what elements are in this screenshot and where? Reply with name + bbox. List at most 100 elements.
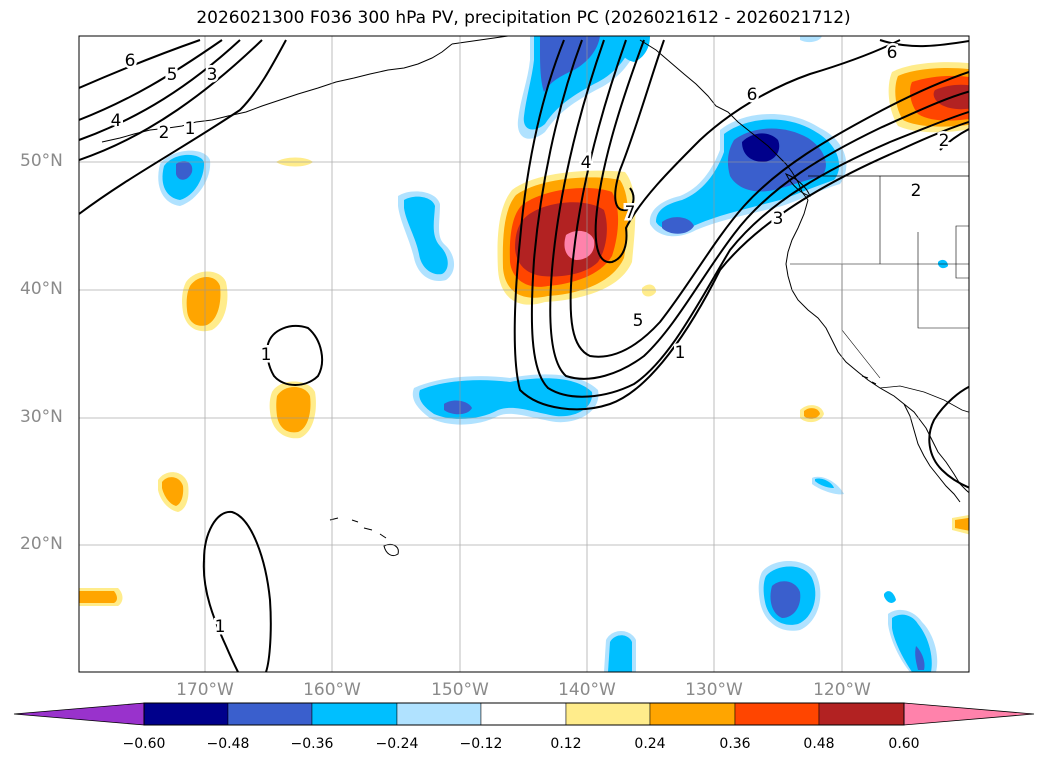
pv-contour: [549, 39, 969, 380]
precip-negative-blob: [444, 400, 472, 415]
contour-label: 5: [633, 311, 644, 331]
longitude-label: 120°W: [813, 680, 871, 700]
colorbar-extend-high: [903, 702, 1035, 726]
contour-label: 3: [773, 209, 784, 229]
longitude-label: 160°W: [303, 680, 361, 700]
longitude-label: 170°W: [176, 680, 234, 700]
pv-contour: [569, 39, 969, 358]
colorbar-tick: 0.48: [803, 736, 835, 752]
latitude-label: 30°N: [20, 407, 63, 427]
precip-negative-blob: [884, 591, 896, 603]
colorbar-segment: [143, 702, 229, 726]
alaska-peninsula: [451, 36, 509, 45]
longitude-label: 130°W: [685, 680, 743, 700]
contour-label: 2: [159, 123, 170, 143]
latitude-label: 40°N: [20, 279, 63, 299]
contour-label: 3: [207, 65, 218, 85]
precip-positive-blob: [276, 387, 311, 433]
map-title: 2026021300 F036 300 hPa PV, precipitatio…: [196, 8, 851, 28]
precip-negative-blob: [815, 478, 834, 488]
state-borders: [790, 176, 969, 379]
contour-label: 4: [581, 153, 592, 173]
pv-contour: [203, 510, 272, 672]
colorbar-segment: [396, 702, 482, 726]
latitude-label: 50°N: [20, 151, 63, 171]
precip-negative-blob: [915, 646, 925, 670]
us-mexico-border: [879, 385, 969, 413]
precip-positive-blob: [642, 284, 656, 297]
contour-label: 5: [167, 65, 178, 85]
precip-negative-blob: [770, 581, 801, 618]
colorbar: [13, 702, 1035, 726]
pv-contour: [79, 39, 287, 215]
pv-contour: [530, 39, 969, 398]
contour-label: 2: [939, 131, 950, 151]
precip-negative-blob: [742, 133, 780, 162]
colorbar-segment: [649, 702, 736, 726]
pv-contour: [79, 39, 201, 89]
precip-negative-blob: [404, 196, 448, 275]
contour-label: 1: [261, 345, 272, 365]
precip-negative-blob: [540, 36, 600, 92]
colorbar-tick: −0.24: [375, 736, 419, 752]
map-frame: [78, 35, 970, 673]
aleutian-islands: [101, 43, 453, 143]
colorbar-tick: −0.12: [459, 736, 503, 752]
contour-label: 1: [215, 617, 226, 637]
precip-negative-blob: [800, 36, 822, 43]
pv-contour: [202, 559, 239, 672]
us-west-coast: [785, 199, 969, 494]
precip-positive-blob: [79, 591, 117, 603]
precip-positive-blob: [804, 408, 820, 419]
colorbar-tick: −0.60: [122, 736, 166, 752]
coastlines: [101, 36, 969, 557]
pv-contour-labels: 6 5 3 4 2 1 1 6 4 7 5 1 3 2 6 2 1: [108, 41, 952, 640]
colorbar-tick: 0.24: [634, 736, 666, 752]
longitude-label: 150°W: [431, 680, 489, 700]
map-area: 6 5 3 4 2 1 1 6 4 7 5 1 3 2 6 2 1: [79, 36, 969, 672]
colorbar-segment: [480, 702, 567, 726]
pv-contour: [79, 39, 241, 141]
baja-california: [903, 403, 961, 503]
pv-contour: [939, 127, 969, 151]
colorbar-tick: 0.60: [888, 736, 920, 752]
pv-contours: [79, 39, 969, 672]
colorbar-segment: [227, 702, 313, 726]
colorbar-segment: [565, 702, 651, 726]
pv-contour: [513, 39, 969, 411]
precip-negative-blob: [176, 161, 193, 180]
colorbar-tick: −0.36: [290, 736, 334, 752]
precip-positive-blob: [162, 477, 184, 506]
pv-contour: [614, 39, 665, 212]
hawaii-islands: [329, 517, 399, 557]
pv-contour: [594, 39, 901, 264]
contour-label: 1: [675, 343, 686, 363]
longitude-label: 140°W: [558, 680, 616, 700]
colorbar-extend-low: [13, 702, 145, 726]
contour-label: 6: [887, 43, 898, 63]
colorbar-tick: 0.36: [719, 736, 751, 752]
colorbar-segment: [734, 702, 820, 726]
colorbar-tick: 0.12: [550, 736, 582, 752]
contour-label: 2: [911, 181, 922, 201]
latitude-label: 20°N: [20, 534, 63, 554]
precip-positive-blob: [955, 517, 969, 531]
contour-label: 6: [747, 85, 758, 105]
alaska-bc-coast: [639, 39, 809, 201]
colorbar-segment: [818, 702, 905, 726]
colorbar-tick: −0.48: [206, 736, 250, 752]
contour-label: 1: [185, 119, 196, 139]
contour-label: 4: [111, 111, 122, 131]
contour-label: 7: [625, 203, 636, 223]
pv-contour: [928, 385, 969, 489]
precip-negative-blob: [662, 217, 694, 234]
contour-label: 6: [125, 51, 136, 71]
precip-negative-blob: [608, 635, 632, 672]
pv-contour: [266, 325, 324, 386]
pv-contour: [79, 39, 263, 161]
precip-positive-blob: [186, 277, 221, 326]
pv-contour: [79, 39, 223, 121]
pv-contour: [879, 39, 969, 48]
